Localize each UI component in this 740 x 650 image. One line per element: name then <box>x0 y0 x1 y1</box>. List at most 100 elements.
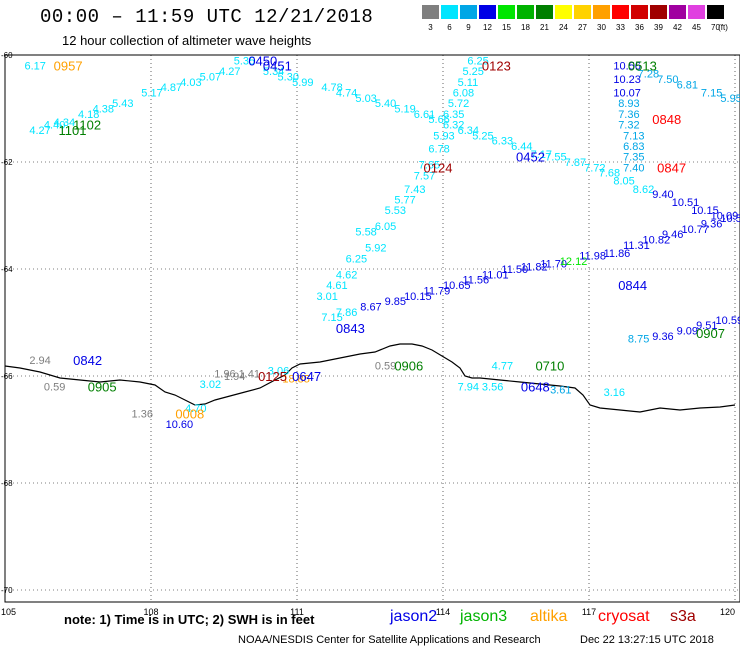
swh-value-label: 7.72 <box>584 162 605 174</box>
pass-time-label: 0847 <box>657 160 686 175</box>
swh-value-label: 5.25 <box>462 66 483 78</box>
swh-value-label: 5.66 <box>428 114 449 126</box>
latitude-tick-label: -60 <box>1 51 13 60</box>
pass-time-label: 0843 <box>336 321 365 336</box>
swh-value-label: 8.67 <box>360 301 381 313</box>
swh-value-label: 7.17 <box>531 149 552 161</box>
swh-value-label: 3.16 <box>604 387 625 399</box>
swh-value-label: 10.82 <box>643 235 671 247</box>
map-frame <box>4 54 740 603</box>
swh-value-label: 18.85 <box>282 374 310 386</box>
longitude-tick-label: 117 <box>582 607 596 617</box>
swh-value-label: 4.40 <box>44 120 65 132</box>
swh-value-label: 6.25 <box>467 55 488 67</box>
pass-time-label: 0648 <box>521 380 550 395</box>
axis-tick-labels: 105 108 111 114 117 120 -60 -62 -64 -66 -68 -70 <box>1 51 735 617</box>
swh-value-label: 7.15 <box>321 312 342 324</box>
longitude-tick-label: 114 <box>436 607 450 617</box>
latitude-tick-label: -66 <box>1 372 13 381</box>
scale-swatch <box>536 5 553 19</box>
swh-value-label: 5.95 <box>720 93 740 105</box>
pass-time-label: 0710 <box>535 358 564 373</box>
scale-label: 27 <box>578 23 587 32</box>
scale-label: 18 <box>521 23 530 32</box>
swh-value-label: 11.01 <box>482 269 509 281</box>
pass-time-label: 0123 <box>482 59 511 74</box>
swh-value-label: 1.96 <box>214 368 235 380</box>
swh-value-label: 6.33 <box>492 136 513 148</box>
scale-swatch <box>612 5 629 19</box>
scale-swatch <box>669 5 686 19</box>
scale-swatch <box>441 5 458 19</box>
pass-time-label: 0450 <box>248 53 277 68</box>
swh-value-label: 10.77 <box>681 224 709 236</box>
swh-value-label: 4.03 <box>180 77 201 89</box>
swh-value-label: 4.61 <box>326 280 347 292</box>
swh-value-label: 4.77 <box>492 360 513 372</box>
swh-value-label: 11.70 <box>540 259 567 271</box>
swh-value-label: 11.86 <box>604 248 631 260</box>
swh-value-label: 5.03 <box>355 93 376 105</box>
swh-value-label: 3.02 <box>200 379 221 391</box>
swh-value-label: 4.27 <box>219 66 240 78</box>
scale-label: 30 <box>597 23 606 32</box>
pass-time-label: 0957 <box>54 59 83 74</box>
swh-value-label: 7.40 <box>623 162 644 174</box>
swh-value-label: 1.41 <box>239 368 260 380</box>
swh-value-label: 11.50 <box>501 264 528 276</box>
swh-value-label: 4.18 <box>78 109 99 121</box>
swh-value-label: 4.27 <box>29 125 50 137</box>
pass-time-label: 1101 <box>59 123 87 138</box>
satellite-legend-altika: altika <box>530 608 568 625</box>
scale-label: 15 <box>502 23 511 32</box>
pass-time-label: 0848 <box>652 112 681 127</box>
scale-label: 6 <box>447 23 452 32</box>
graticule <box>4 54 740 602</box>
footer-note: note: 1) Time is in UTC; 2) SWH is in fe… <box>64 612 315 627</box>
pass-time-label: 0513 <box>628 59 657 74</box>
scale-label: 39 <box>654 23 663 32</box>
swh-value-label: 7.43 <box>404 184 425 196</box>
scale-label: 24 <box>559 23 568 32</box>
swh-value-label: 6.17 <box>24 61 45 73</box>
swh-value-label: 4.70 <box>185 403 206 415</box>
swh-value-label: 3.56 <box>482 382 503 394</box>
pass-time-label: 0451 <box>263 59 292 74</box>
swh-value-label: 5.40 <box>375 98 396 110</box>
swh-value-label: 7.86 <box>336 307 357 319</box>
scale-label: 42 <box>673 23 682 32</box>
swh-value-label: 8.05 <box>613 176 634 188</box>
swh-value-label: 5.53 <box>385 205 406 217</box>
swh-value-label: 7.68 <box>599 168 620 180</box>
swh-value-label: 7.87 <box>565 157 586 169</box>
swh-value-label: 11.56 <box>462 275 489 287</box>
longitude-tick-label: 111 <box>290 607 304 617</box>
swh-value-label: 5.93 <box>433 130 454 142</box>
pass-time-label: 0905 <box>88 380 117 395</box>
swh-value-label: 3.06 <box>268 366 289 378</box>
swh-value-label: 6.78 <box>428 144 449 156</box>
pass-time-label: 0008 <box>175 406 204 421</box>
swh-value-label: 9.46 <box>662 229 683 241</box>
scale-swatch <box>631 5 648 19</box>
swh-value-label: 8.75 <box>628 334 649 346</box>
swh-value-label: 2.94 <box>29 355 50 367</box>
swh-value-label: 7.55 <box>545 152 566 164</box>
swh-value-label: 9.36 <box>652 331 673 343</box>
swh-value-label: 4.34 <box>54 117 75 129</box>
swh-value-label: 6.05 <box>375 221 396 233</box>
swh-value-label: 5.30 <box>278 71 299 83</box>
swh-value-label: 9.40 <box>652 189 673 201</box>
swh-value-label: 10.59 <box>720 213 740 225</box>
swh-value-label: 6.32 <box>443 120 464 132</box>
swh-value-label: 7.36 <box>618 109 639 121</box>
swh-value-label: 5.17 <box>141 87 162 99</box>
swh-value-label: 5.07 <box>200 71 221 83</box>
scale-swatch <box>688 5 705 19</box>
swh-value-label: 6.83 <box>623 141 644 153</box>
swh-value-label: 6.25 <box>346 253 367 265</box>
swh-value-label: 3.01 <box>316 291 337 303</box>
swh-value-label: 5.43 <box>112 98 133 110</box>
